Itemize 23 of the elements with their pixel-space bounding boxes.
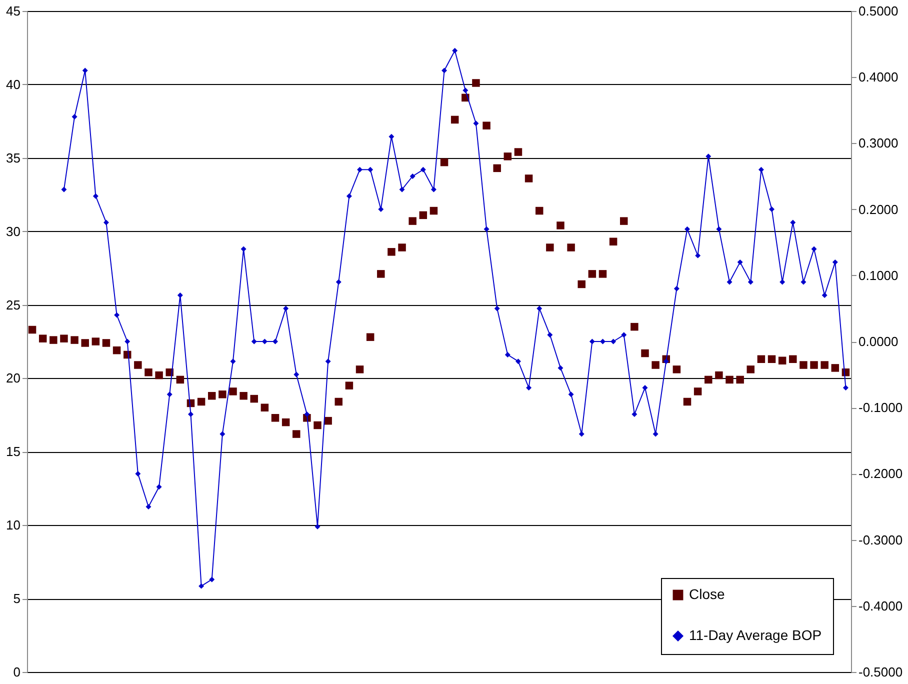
y-tick-label: 35 [6, 150, 20, 166]
y-tick-label: 40 [6, 76, 20, 92]
y2-tick-label: 0.3000 [858, 136, 898, 151]
y-tick-label: 20 [6, 370, 20, 386]
y-tick-label: 5 [13, 591, 20, 606]
y2-tick-label: -0.5000 [858, 664, 903, 680]
y2-tick-label: -0.3000 [858, 532, 903, 548]
legend-label: Close [689, 586, 726, 602]
y-tick-label: 25 [6, 297, 20, 312]
legend-label: 11-Day Average BOP [689, 627, 822, 643]
y2-tick-label: 0.5000 [858, 4, 898, 18]
y-tick-label: 15 [6, 444, 20, 460]
y-tick-label: 0 [13, 664, 20, 680]
y-tick-label: 30 [6, 224, 20, 239]
y2-tick-label: 0.1000 [858, 268, 898, 283]
y2-tick-label: -0.4000 [858, 598, 903, 614]
y2-tick-label: 0.0000 [858, 334, 898, 349]
y2-tick-label: -0.2000 [858, 466, 903, 482]
y2-tick-label: -0.1000 [858, 400, 903, 416]
y2-tick-label: 0.4000 [858, 70, 898, 85]
y-tick-label: 45 [6, 4, 20, 18]
y-tick-label: 10 [6, 518, 20, 533]
y2-tick-label: 0.2000 [858, 202, 898, 217]
